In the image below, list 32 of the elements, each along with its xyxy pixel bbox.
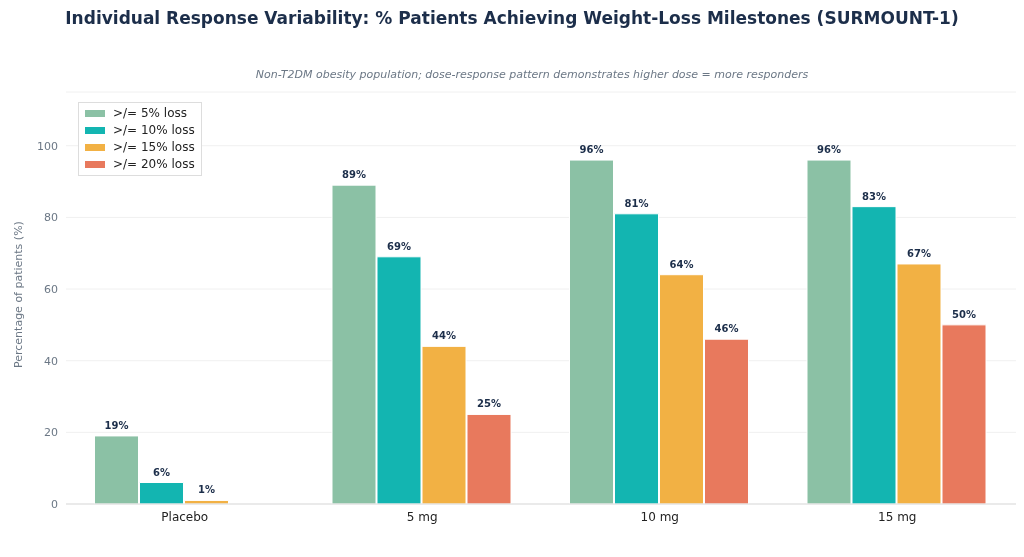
y-tick-label: 0 bbox=[51, 497, 58, 511]
chart-subtitle: Non-T2DM obesity population; dose-response pattern demonstrates higher dose = more responders bbox=[254, 68, 810, 81]
y-tick-label: 20 bbox=[44, 426, 58, 440]
data-label: 96% bbox=[579, 144, 604, 156]
data-label: 89% bbox=[342, 169, 366, 181]
y-tick-label: 80 bbox=[44, 211, 58, 225]
data-label: 64% bbox=[669, 258, 694, 270]
data-label: 96% bbox=[817, 144, 841, 156]
data-label: 50% bbox=[952, 308, 976, 320]
legend-label: >/= 20% loss bbox=[113, 156, 195, 173]
x-tick-label: 10 mg bbox=[640, 509, 679, 524]
legend-label: >/= 10% loss bbox=[113, 122, 195, 139]
x-tick-label: 5 mg bbox=[406, 509, 438, 524]
data-label: 81% bbox=[624, 197, 649, 209]
data-label: 83% bbox=[862, 190, 886, 202]
data-label: 6% bbox=[153, 466, 170, 478]
legend-label: >/= 5% loss bbox=[113, 105, 187, 122]
x-tick-label: Placebo bbox=[161, 509, 209, 524]
y-tick-label: 100 bbox=[37, 139, 58, 153]
data-label: 69% bbox=[387, 240, 411, 252]
data-label: 46% bbox=[714, 323, 739, 335]
chart-title: Individual Response Variability: % Patients Achieving Weight-Loss Milestones (SURMOUNT-1) bbox=[64, 8, 960, 28]
x-tick-label: 15 mg bbox=[878, 509, 917, 524]
y-tick-label: 40 bbox=[44, 354, 58, 368]
y-tick-label: 60 bbox=[44, 282, 58, 296]
y-axis-title: Percentage of patients (%) bbox=[11, 221, 25, 368]
data-label: 1% bbox=[198, 484, 215, 496]
legend-label: >/= 15% loss bbox=[113, 139, 195, 156]
data-label: 67% bbox=[907, 247, 931, 259]
data-label: 19% bbox=[104, 419, 129, 431]
data-label: 25% bbox=[477, 398, 501, 410]
data-label: 44% bbox=[432, 330, 456, 342]
